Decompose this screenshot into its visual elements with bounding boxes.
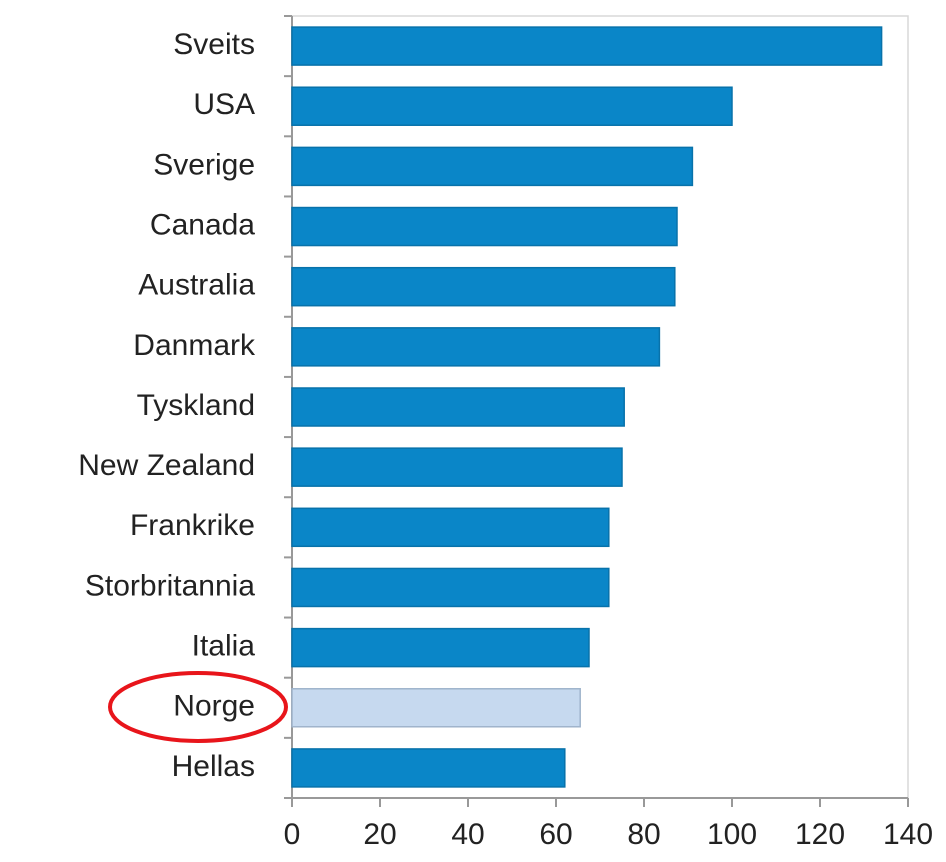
y-tick-label: Danmark xyxy=(133,329,256,362)
y-tick-label: Storbritannia xyxy=(85,569,255,602)
bar xyxy=(291,387,625,427)
bar xyxy=(291,567,610,608)
y-tick-label: Hellas xyxy=(172,750,255,783)
y-tick-label: Italia xyxy=(192,630,256,663)
y-tick-label: New Zealand xyxy=(78,449,255,482)
bar xyxy=(291,748,566,788)
y-tick-label: Sveits xyxy=(173,28,255,61)
bar xyxy=(291,146,694,187)
bar xyxy=(291,688,581,728)
x-tick-label: 60 xyxy=(539,818,572,851)
x-tick-label: 0 xyxy=(284,818,301,851)
x-tick-label: 40 xyxy=(451,818,484,851)
bar xyxy=(291,327,661,367)
bar xyxy=(291,206,678,247)
y-tick-label: Frankrike xyxy=(130,509,255,542)
highlight-circle xyxy=(108,671,288,743)
y-tick-label: Tyskland xyxy=(137,389,255,422)
bar xyxy=(291,266,676,307)
y-tick-label: Norge xyxy=(173,690,255,723)
x-tick-label: 120 xyxy=(795,818,845,851)
bar xyxy=(291,507,610,548)
x-tick-label: 100 xyxy=(707,818,757,851)
y-tick-label: USA xyxy=(193,88,255,121)
bar xyxy=(291,447,623,487)
x-tick-label: 140 xyxy=(883,818,933,851)
x-tick-label: 80 xyxy=(627,818,660,851)
y-tick-label: Sverige xyxy=(153,148,255,181)
bar xyxy=(291,26,883,66)
y-tick-label: Australia xyxy=(138,269,255,302)
x-tick-label: 20 xyxy=(363,818,396,851)
bar xyxy=(291,86,733,126)
bar xyxy=(291,627,590,668)
y-tick-label: Canada xyxy=(150,208,255,241)
